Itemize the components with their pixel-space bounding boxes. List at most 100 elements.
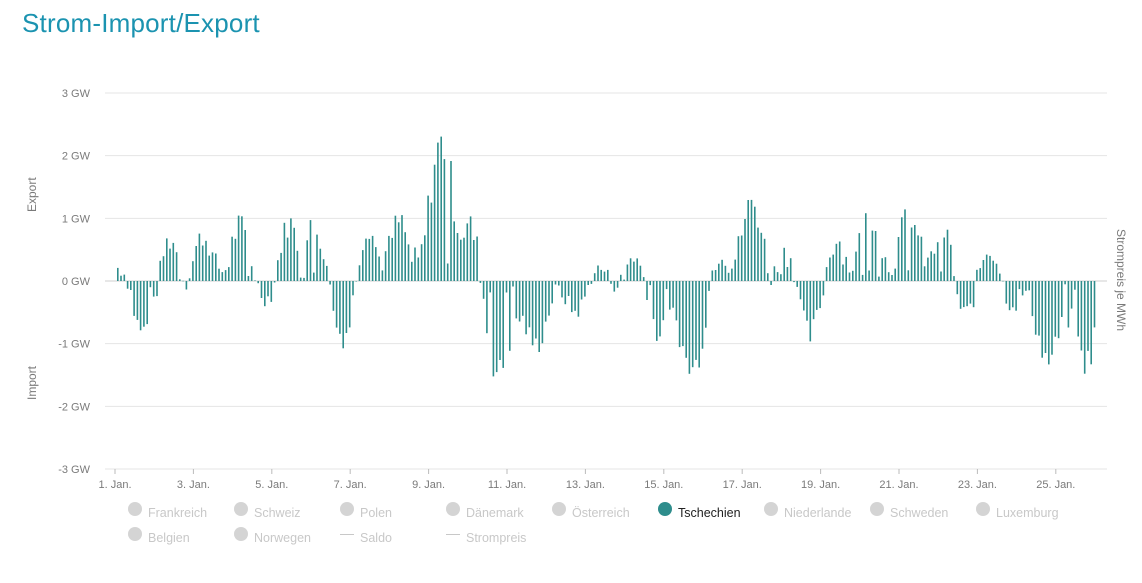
legend-item-strompreis[interactable]: Strompreis — [446, 531, 526, 545]
bar — [613, 281, 616, 292]
bar — [120, 275, 122, 281]
y-tick-label: 2 GW — [62, 151, 91, 163]
bar — [365, 238, 367, 281]
legend-dot-icon — [658, 502, 672, 516]
bar — [509, 281, 511, 351]
legend-item-schweiz[interactable]: Schweiz — [234, 502, 301, 520]
bar — [1034, 281, 1037, 335]
bar — [1083, 281, 1086, 374]
bar — [322, 259, 325, 281]
bar — [809, 281, 812, 342]
legend-dot-icon — [976, 502, 990, 516]
bar — [1044, 281, 1047, 353]
bar — [780, 274, 782, 281]
y-tick-label: 0 GW — [62, 276, 91, 288]
legend-item-luxemburg[interactable]: Luxemburg — [976, 502, 1059, 520]
legend-dot-icon — [340, 502, 354, 516]
bar — [708, 281, 710, 291]
bar — [659, 281, 661, 337]
bar — [740, 235, 743, 281]
bar — [1021, 281, 1024, 296]
bar — [786, 267, 789, 281]
bar — [750, 199, 753, 281]
legend-item-belgien[interactable]: Belgien — [128, 527, 190, 545]
legend-dot-icon — [870, 502, 884, 516]
bar — [443, 159, 446, 281]
bar — [852, 270, 854, 281]
bar — [371, 235, 374, 281]
bar — [391, 237, 393, 281]
bar — [522, 281, 524, 316]
bar — [567, 281, 570, 296]
y-tick-label: -1 GW — [58, 339, 90, 351]
bar — [231, 236, 233, 281]
bar — [541, 281, 544, 344]
bar — [538, 281, 540, 352]
bar — [280, 252, 282, 281]
bar — [985, 254, 988, 281]
bar — [607, 269, 609, 281]
legend-item-niederlande[interactable]: Niederlande — [764, 502, 852, 520]
legend-dot-icon — [764, 502, 778, 516]
legend-item-saldo[interactable]: Saldo — [340, 531, 392, 545]
bar — [133, 281, 135, 316]
bar — [463, 237, 465, 281]
bar — [544, 281, 547, 322]
bar — [397, 222, 400, 281]
bar — [803, 281, 805, 311]
bar — [345, 281, 348, 333]
bar — [185, 281, 188, 290]
bar — [339, 281, 341, 334]
bar — [554, 281, 557, 285]
bar — [518, 281, 521, 322]
bar — [169, 248, 171, 281]
legend-item-schweden[interactable]: Schweden — [870, 502, 949, 520]
bar — [290, 218, 292, 281]
legend-item-frankreich[interactable]: Frankreich — [128, 502, 207, 520]
bar — [313, 272, 315, 281]
bar — [669, 281, 671, 310]
legend-line-icon — [340, 533, 354, 535]
bar — [969, 281, 972, 304]
legend-item-polen[interactable]: Polen — [340, 502, 392, 520]
legend-item-norwegen[interactable]: Norwegen — [234, 527, 311, 545]
bar — [1070, 281, 1073, 309]
bar — [476, 236, 478, 281]
bar — [832, 254, 834, 281]
bar — [211, 252, 214, 281]
bar — [411, 261, 413, 281]
bar — [362, 250, 364, 281]
bar — [571, 281, 573, 313]
bar — [829, 257, 831, 281]
legend-item-dänemark[interactable]: Dänemark — [446, 502, 524, 520]
bar — [603, 271, 606, 281]
bar — [910, 227, 913, 281]
bar — [649, 281, 651, 286]
bar — [620, 274, 622, 281]
bar — [747, 200, 749, 281]
legend-label: Niederlande — [784, 506, 852, 520]
bar — [590, 281, 593, 284]
bar — [633, 261, 635, 281]
bar — [218, 268, 220, 281]
x-tick-label: 25. Jan. — [1036, 479, 1075, 491]
legend-item-tschechien[interactable]: Tschechien — [658, 502, 741, 520]
bar — [770, 281, 772, 285]
legend-label: Schweden — [890, 506, 949, 520]
bar — [914, 225, 916, 281]
bar — [616, 281, 619, 288]
bar — [711, 270, 714, 281]
bar — [600, 269, 602, 281]
bar — [146, 281, 148, 325]
bar — [959, 281, 962, 309]
bar — [126, 281, 129, 289]
bar — [326, 265, 328, 281]
legend-label: Norwegen — [254, 531, 311, 545]
bar — [489, 281, 491, 293]
bar — [796, 281, 798, 287]
legend-item-österreich[interactable]: Österreich — [552, 502, 630, 520]
bar — [525, 281, 527, 335]
bar — [450, 161, 452, 281]
bar — [332, 281, 335, 311]
bar — [626, 264, 629, 281]
